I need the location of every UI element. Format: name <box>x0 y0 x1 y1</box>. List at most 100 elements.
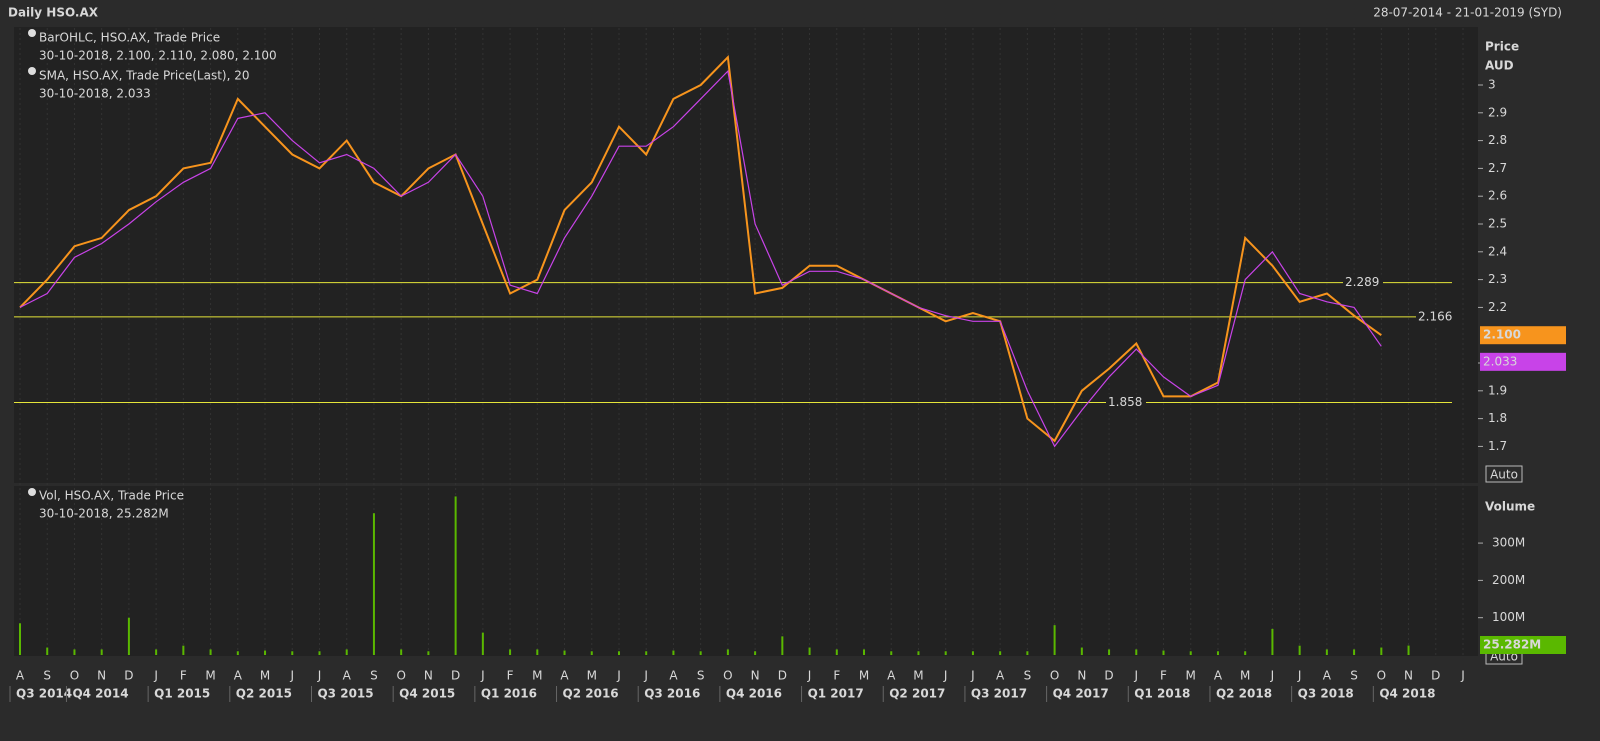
price-panel <box>14 27 1478 483</box>
y-tick-label: 2.5 <box>1488 217 1507 231</box>
volume-bar <box>1162 650 1165 655</box>
x-tick-label: O <box>70 669 79 683</box>
quarter-label: Q1 2015 <box>154 687 210 701</box>
quarter-label: Q3 2017 <box>971 687 1027 701</box>
legend-entry: BarOHLC, HSO.AX, Trade Price <box>39 31 220 45</box>
x-tick-label: J <box>643 669 648 683</box>
x-tick-label: F <box>1160 669 1167 683</box>
quarter-label: Q4 2018 <box>1379 687 1435 701</box>
volume-bar <box>1298 645 1301 655</box>
y-axis-unit: AUD <box>1485 59 1514 73</box>
last-value-label: 2.100 <box>1483 328 1521 342</box>
volume-bar <box>1135 649 1138 655</box>
last-value-tag <box>1480 352 1566 371</box>
x-tick-label: J <box>616 669 621 683</box>
volume-bar <box>182 645 185 655</box>
quarter-label: Q1 2018 <box>1134 687 1190 701</box>
volume-bar <box>264 650 267 655</box>
y-tick-label: 200M <box>1492 573 1525 587</box>
quarter-label: Q4 2014 <box>72 687 128 701</box>
x-tick-label: A <box>343 669 352 683</box>
x-tick-label: M <box>205 669 215 683</box>
volume-bar <box>19 623 21 655</box>
x-tick-label: F <box>833 669 840 683</box>
volume-bar <box>427 651 430 655</box>
hline-label-bg <box>1343 274 1383 291</box>
y-tick-label: 100M <box>1492 610 1525 624</box>
x-tick-label: M <box>1240 669 1250 683</box>
quarter-label: Q2 2016 <box>563 687 619 701</box>
auto-label[interactable]: Auto <box>1490 468 1518 482</box>
date-range: 28-07-2014 - 21-01-2019 (SYD) <box>1373 6 1562 20</box>
volume-bar <box>1053 625 1056 655</box>
x-tick-label: J <box>943 669 948 683</box>
quarter-label: Q3 2018 <box>1298 687 1354 701</box>
x-tick-label: S <box>1024 669 1032 683</box>
x-tick-label: J <box>289 669 294 683</box>
x-tick-label: M <box>532 669 542 683</box>
hline-label: 1.858 <box>1108 395 1142 409</box>
x-tick-label: M <box>913 669 923 683</box>
x-tick-label: D <box>124 669 133 683</box>
x-tick-label: J <box>970 669 975 683</box>
auto-button[interactable] <box>1485 465 1523 483</box>
x-tick-label: A <box>234 669 243 683</box>
volume-bar <box>372 513 375 655</box>
x-tick-label: N <box>424 669 433 683</box>
volume-bar <box>1271 628 1274 655</box>
volume-bar <box>726 649 729 655</box>
volume-bar <box>563 650 566 655</box>
quarter-label: Q3 2015 <box>317 687 373 701</box>
volume-bar <box>754 651 757 655</box>
hline-label-bg <box>1106 394 1146 411</box>
x-tick-label: A <box>887 669 896 683</box>
last-value-tag <box>1480 636 1566 654</box>
y-tick-label: 2.4 <box>1488 244 1507 258</box>
x-tick-label: N <box>1404 669 1413 683</box>
volume-bar <box>400 649 403 655</box>
y-tick-label: 1.9 <box>1488 383 1507 397</box>
volume-bar <box>236 651 239 655</box>
x-tick-label: S <box>43 669 51 683</box>
price-line <box>19 69 1382 448</box>
x-tick-label: M <box>260 669 270 683</box>
volume-bar <box>454 496 457 655</box>
x-tick-label: M <box>587 669 597 683</box>
volume-bar <box>1080 647 1083 655</box>
volume-bar <box>835 649 838 655</box>
volume-bar <box>645 651 648 655</box>
volume-bar <box>318 651 321 655</box>
volume-bar <box>291 651 294 655</box>
volume-bar <box>1216 651 1219 655</box>
x-tick-label: A <box>669 669 678 683</box>
x-tick-label: N <box>751 669 760 683</box>
x-tick-label: N <box>1077 669 1086 683</box>
y-tick-label: 2.6 <box>1488 189 1507 203</box>
volume-bar <box>781 636 784 655</box>
x-tick-label: O <box>1050 669 1059 683</box>
volume-bar <box>1353 649 1356 655</box>
volume-bar <box>917 651 920 655</box>
hline-label: 2.289 <box>1345 275 1379 289</box>
legend-detail: 30-10-2018, 2.033 <box>39 87 151 101</box>
quarter-label: Q4 2015 <box>399 687 455 701</box>
legend-detail: 30-10-2018, 25.282M <box>39 507 169 521</box>
x-tick-label: D <box>1104 669 1113 683</box>
quarter-label: Q3 2016 <box>644 687 700 701</box>
volume-bar <box>672 650 675 655</box>
volume-bar <box>1380 647 1383 655</box>
quarter-label: Q1 2017 <box>808 687 864 701</box>
x-tick-label: O <box>396 669 405 683</box>
chart-title: Daily HSO.AX <box>8 6 99 20</box>
y-axis-title: Volume <box>1485 500 1535 514</box>
quarter-label: Q1 2016 <box>481 687 537 701</box>
x-tick-label: D <box>778 669 787 683</box>
x-tick-label: J <box>153 669 158 683</box>
volume-bar <box>46 647 49 655</box>
y-tick-label: 2.8 <box>1488 133 1507 147</box>
volume-bar <box>863 649 866 655</box>
y-tick-label: 1.8 <box>1488 411 1507 425</box>
volume-panel <box>14 486 1478 656</box>
legend-detail: 30-10-2018, 2.100, 2.110, 2.080, 2.100 <box>39 49 277 63</box>
